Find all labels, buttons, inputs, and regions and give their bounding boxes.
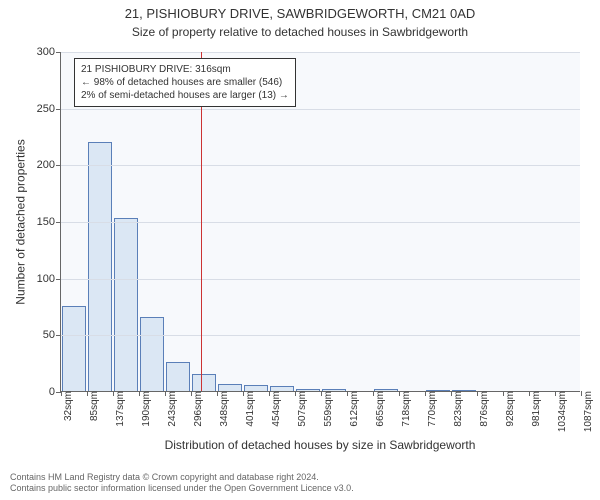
xtick-label: 1087sqm: [579, 391, 594, 432]
gridline: [61, 109, 580, 110]
xtick-label: 770sqm: [423, 391, 438, 427]
histogram-bar: [192, 374, 215, 391]
ytick-mark: [56, 52, 61, 53]
xtick-label: 243sqm: [163, 391, 178, 427]
histogram-bar: [140, 317, 163, 391]
annotation-line: 2% of semi-detached houses are larger (1…: [81, 89, 289, 102]
histogram-bar: [218, 384, 241, 391]
ytick-label: 50: [43, 329, 55, 341]
histogram-bar: [88, 142, 111, 391]
annotation-line: 21 PISHIOBURY DRIVE: 316sqm: [81, 63, 289, 76]
xtick-label: 823sqm: [449, 391, 464, 427]
xtick-label: 928sqm: [501, 391, 516, 427]
xtick-label: 190sqm: [137, 391, 152, 427]
chart-area: 05010015020025030032sqm85sqm137sqm190sqm…: [60, 52, 580, 392]
footer-line: Contains HM Land Registry data © Crown c…: [10, 472, 354, 483]
gridline: [61, 52, 580, 53]
ytick-label: 200: [37, 159, 55, 171]
ytick-mark: [56, 165, 61, 166]
xtick-label: 296sqm: [189, 391, 204, 427]
histogram-bar: [114, 218, 137, 391]
xtick-label: 1034sqm: [553, 391, 568, 432]
annotation-box: 21 PISHIOBURY DRIVE: 316sqm ← 98% of det…: [74, 58, 296, 107]
ytick-label: 250: [37, 103, 55, 115]
xtick-label: 612sqm: [345, 391, 360, 427]
xtick-label: 718sqm: [397, 391, 412, 427]
ytick-label: 100: [37, 273, 55, 285]
annotation-line: ← 98% of detached houses are smaller (54…: [81, 76, 289, 89]
gridline: [61, 335, 580, 336]
gridline: [61, 165, 580, 166]
ytick-label: 300: [37, 46, 55, 58]
footer-line: Contains public sector information licen…: [10, 483, 354, 494]
xtick-label: 876sqm: [475, 391, 490, 427]
chart-title: 21, PISHIOBURY DRIVE, SAWBRIDGEWORTH, CM…: [0, 0, 600, 23]
histogram-bar: [166, 362, 189, 391]
xtick-label: 401sqm: [241, 391, 256, 427]
ytick-mark: [56, 279, 61, 280]
y-axis-label: Number of detached properties: [14, 52, 28, 392]
ytick-label: 150: [37, 216, 55, 228]
gridline: [61, 279, 580, 280]
xtick-label: 665sqm: [371, 391, 386, 427]
ytick-mark: [56, 222, 61, 223]
footer: Contains HM Land Registry data © Crown c…: [10, 472, 354, 495]
chart-subtitle: Size of property relative to detached ho…: [0, 23, 600, 39]
ytick-mark: [56, 335, 61, 336]
xtick-label: 85sqm: [85, 391, 100, 421]
x-axis-label: Distribution of detached houses by size …: [60, 438, 580, 452]
xtick-label: 559sqm: [319, 391, 334, 427]
histogram-bar: [62, 306, 85, 391]
xtick-label: 507sqm: [293, 391, 308, 427]
chart-container: 21, PISHIOBURY DRIVE, SAWBRIDGEWORTH, CM…: [0, 0, 600, 500]
ytick-label: 0: [49, 386, 55, 398]
xtick-label: 454sqm: [267, 391, 282, 427]
xtick-label: 348sqm: [215, 391, 230, 427]
xtick-label: 981sqm: [527, 391, 542, 427]
xtick-label: 137sqm: [111, 391, 126, 427]
ytick-mark: [56, 109, 61, 110]
xtick-label: 32sqm: [59, 391, 74, 421]
gridline: [61, 222, 580, 223]
